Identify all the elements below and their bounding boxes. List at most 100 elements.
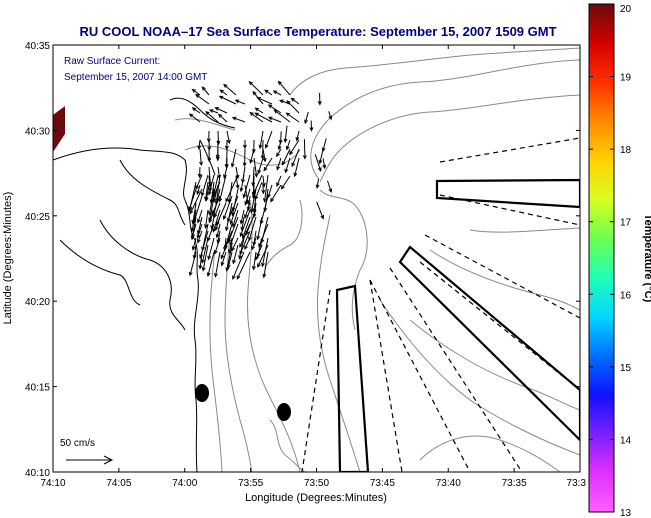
current-vector	[245, 209, 257, 236]
current-vector	[309, 120, 314, 132]
current-vector	[258, 130, 264, 150]
current-vector	[289, 139, 300, 156]
contour-line	[224, 229, 253, 472]
current-vector	[212, 181, 221, 198]
current-vector	[285, 112, 300, 123]
current-label-line2: September 15, 2007 14:00 GMT	[64, 72, 207, 83]
current-vector	[213, 202, 221, 219]
scale-label: 50 cm/s	[60, 438, 95, 449]
y-tick-label: 40:25	[25, 212, 50, 223]
current-vectors	[188, 80, 333, 280]
current-vector	[251, 251, 257, 271]
current-vector	[258, 223, 269, 248]
current-vector	[231, 237, 239, 252]
current-vector	[219, 89, 228, 96]
current-vector	[261, 184, 266, 195]
x-tick-label: 73:40	[436, 478, 461, 489]
radar-sector-lines	[301, 137, 580, 472]
current-vector	[316, 201, 325, 220]
colorbar-tick-label: 15	[620, 363, 632, 374]
current-vector	[249, 148, 255, 164]
sst-patch	[53, 106, 65, 152]
current-vector	[208, 109, 219, 114]
current-vector	[264, 89, 273, 96]
coast-line	[59, 239, 141, 306]
current-vector	[220, 251, 227, 267]
current-vector	[207, 237, 215, 261]
colorbar-tick-label: 14	[620, 435, 632, 446]
current-vector	[189, 188, 203, 215]
y-axis-label: Latitude (Degrees:Minutes)	[2, 192, 14, 325]
y-tick-label: 40:15	[25, 383, 50, 394]
current-vector	[248, 80, 264, 96]
y-tick-label: 40:20	[25, 297, 50, 308]
contour-line	[319, 94, 580, 183]
colorbar-ticks: 20 19 18 17 16 15 14 13	[589, 3, 632, 518]
current-vector	[191, 88, 201, 96]
contour-line	[319, 189, 368, 331]
current-vector	[283, 125, 288, 144]
current-vector	[254, 107, 264, 114]
current-vector	[191, 107, 201, 114]
x-tick-label: 73:45	[370, 478, 395, 489]
coast-line	[169, 97, 236, 129]
current-vector	[285, 139, 291, 151]
current-vector	[239, 230, 251, 256]
current-vector	[278, 131, 283, 145]
current-vector	[200, 174, 209, 197]
current-vector	[229, 202, 239, 225]
current-vector	[257, 157, 264, 175]
current-vector	[218, 95, 237, 105]
current-vector	[196, 223, 203, 239]
current-vector	[191, 237, 197, 251]
contour-line	[174, 118, 236, 131]
current-vector	[197, 166, 202, 179]
contour-line	[264, 199, 303, 269]
current-vector	[242, 148, 247, 168]
current-vector	[280, 175, 291, 190]
current-vector	[207, 223, 215, 242]
sector-line	[389, 267, 523, 472]
current-vector	[267, 104, 282, 114]
current-vector	[255, 244, 263, 261]
current-vector	[262, 148, 267, 163]
current-vector	[281, 148, 291, 166]
station-marker	[277, 403, 291, 421]
current-vector	[201, 86, 210, 96]
current-vector	[314, 154, 322, 172]
current-vector	[239, 209, 251, 238]
current-vector	[199, 148, 204, 167]
current-vector	[244, 188, 251, 206]
x-tick-label: 73:55	[238, 478, 263, 489]
current-vector	[226, 251, 233, 270]
current-vector	[196, 184, 201, 196]
colorbar: 20 19 18 17 16 15 14 13 Temperature (°C)	[588, 3, 651, 518]
x-axis-label: Longitude (Degrees:Minutes)	[245, 492, 387, 504]
current-vector	[226, 209, 233, 223]
current-vector	[201, 244, 209, 272]
current-vector	[203, 209, 209, 229]
current-vector	[222, 195, 233, 221]
current-vector	[188, 251, 197, 277]
current-vector	[254, 181, 263, 201]
current-vector	[261, 175, 266, 188]
current-vector	[220, 230, 233, 260]
x-tick-label: 73:35	[502, 478, 527, 489]
coast-line	[99, 219, 186, 331]
y-axis: 40:35 40:30 40:25 40:20 40:15 40:10	[25, 41, 580, 479]
colorbar-tick-label: 13	[620, 508, 632, 518]
current-vector	[218, 174, 227, 203]
current-vector	[238, 237, 245, 260]
current-vector	[196, 230, 203, 244]
current-vector	[195, 93, 210, 105]
colorbar-tick-label: 18	[620, 145, 632, 156]
current-vector	[252, 174, 263, 197]
current-vector	[259, 195, 269, 225]
current-vector	[291, 148, 300, 168]
current-vector	[276, 157, 282, 171]
x-tick-label: 73:3	[567, 478, 587, 489]
current-vector	[267, 184, 273, 199]
sector-line	[301, 289, 331, 472]
current-vector	[295, 130, 300, 142]
